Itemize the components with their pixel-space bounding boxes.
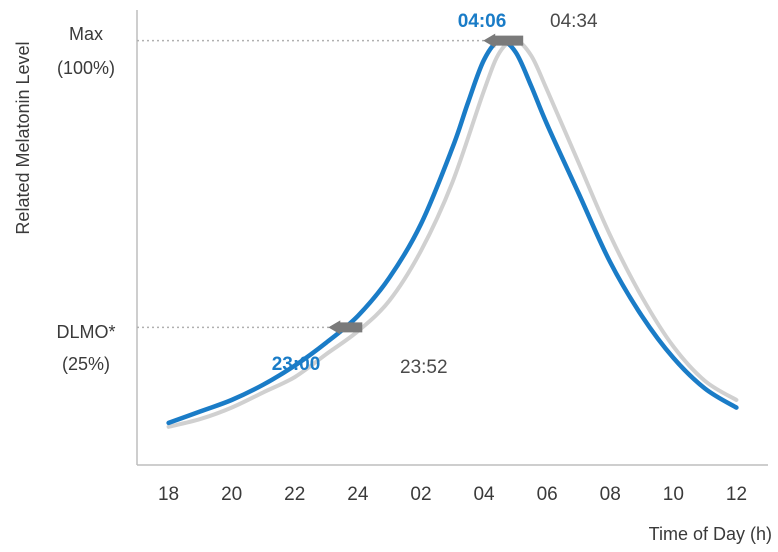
- series-line-blue: [166, 38, 739, 426]
- y-label-dlmo-line1: DLMO*: [56, 322, 115, 342]
- y-label-dlmo-line2: (25%): [62, 354, 110, 374]
- x-tick-label: 04: [473, 484, 495, 505]
- x-tick-label: 24: [347, 484, 369, 505]
- x-tick-label: 06: [537, 484, 558, 505]
- x-tick-label: 18: [158, 484, 179, 505]
- peak-time-gray-label: 04:34: [550, 11, 598, 32]
- x-tick-label: 20: [221, 484, 242, 505]
- x-tick-label: 10: [663, 484, 684, 505]
- dlmo-time-gray-label: 23:52: [400, 357, 448, 378]
- y-label-max-line1: Max: [69, 24, 103, 44]
- x-axis-title: Time of Day (h): [649, 524, 772, 544]
- dlmo-shift-arrow-icon: [328, 320, 363, 335]
- x-tick-labels: 18 20 22 24 02 04 06 08 10 12: [158, 484, 747, 505]
- x-tick-label: 22: [284, 484, 305, 505]
- x-tick-label: 08: [600, 484, 621, 505]
- dlmo-time-blue-label: 23:00: [272, 354, 321, 375]
- y-axis-title: Related Melatonin Level: [13, 41, 33, 234]
- series-line-gray: [166, 38, 739, 429]
- x-tick-label: 02: [410, 484, 431, 505]
- peak-shift-arrow-icon: [483, 33, 524, 48]
- peak-time-blue-label: 04:06: [458, 11, 507, 32]
- x-tick-label: 12: [726, 484, 747, 505]
- y-label-max-line2: (100%): [57, 58, 115, 78]
